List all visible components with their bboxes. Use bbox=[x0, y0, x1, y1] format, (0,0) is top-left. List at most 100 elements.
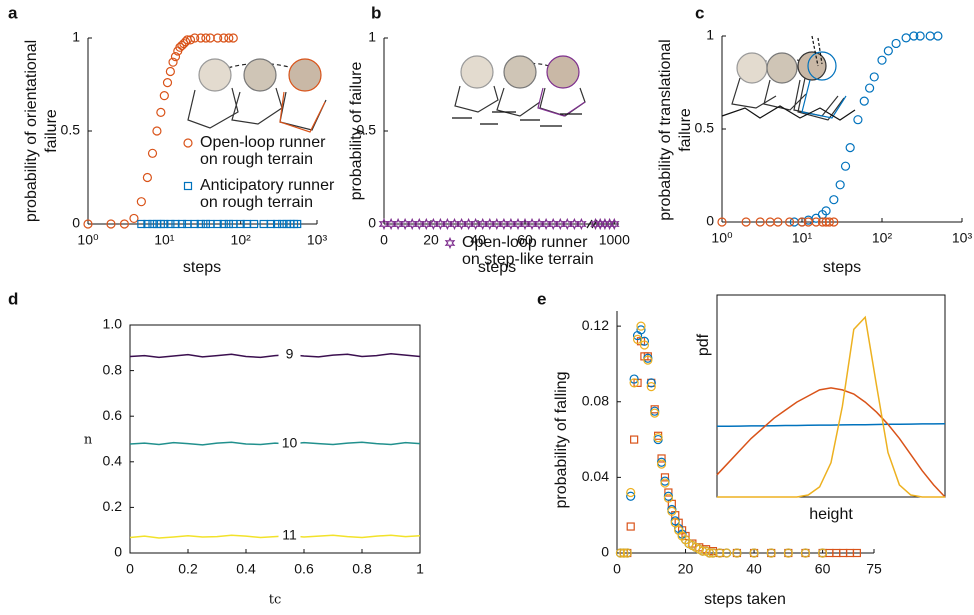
axes-frame bbox=[129, 324, 421, 554]
marker bbox=[749, 548, 759, 558]
x-axis-label: steps bbox=[823, 259, 861, 276]
marker bbox=[160, 219, 169, 229]
x-axis-label: steps taken bbox=[704, 591, 786, 608]
x-tick-label: 10¹ bbox=[792, 230, 813, 246]
marker bbox=[159, 91, 169, 101]
marker bbox=[143, 219, 152, 229]
marker bbox=[185, 35, 196, 45]
panel-label: d bbox=[8, 289, 18, 308]
marker bbox=[664, 488, 673, 497]
y-tick-label: 0.12 bbox=[582, 317, 609, 333]
marker bbox=[891, 38, 901, 49]
x-tick-label: 0.8 bbox=[352, 561, 372, 577]
y-tick-label: 0.04 bbox=[582, 468, 609, 484]
x-tick-label: 60 bbox=[815, 561, 831, 577]
marker bbox=[632, 334, 643, 344]
marker bbox=[663, 493, 674, 503]
x-tick-label: 0.6 bbox=[294, 561, 314, 577]
marker bbox=[766, 548, 776, 558]
line bbox=[717, 315, 945, 498]
marker bbox=[272, 219, 282, 229]
y-tick-label: 0.5 bbox=[695, 120, 715, 136]
marker bbox=[83, 219, 93, 229]
marker bbox=[196, 33, 206, 43]
y-tick-label: 0 bbox=[706, 213, 714, 229]
marker bbox=[650, 408, 660, 418]
marker bbox=[722, 548, 732, 558]
marker bbox=[168, 57, 178, 67]
x-tick-label: 10³ bbox=[307, 232, 328, 248]
marker bbox=[205, 33, 215, 43]
marker bbox=[755, 217, 765, 227]
marker bbox=[142, 172, 152, 183]
marker bbox=[835, 180, 845, 190]
legend-marker bbox=[444, 236, 456, 250]
panel-label: e bbox=[537, 289, 546, 308]
x-tick-label: 10² bbox=[872, 230, 893, 246]
marker bbox=[224, 33, 234, 43]
x-tick-label: 60 bbox=[517, 232, 533, 248]
axes-frame bbox=[716, 294, 946, 498]
x-tick-label: 10³ bbox=[952, 230, 973, 246]
y-tick-label: 0.2 bbox=[103, 498, 123, 514]
y-tick-label: 0 bbox=[368, 215, 376, 231]
marker bbox=[213, 219, 222, 229]
marker bbox=[196, 219, 205, 229]
legend-label: Open-loop runner on rough terrain bbox=[200, 134, 326, 168]
marker bbox=[646, 378, 656, 388]
marker bbox=[636, 321, 646, 331]
y-tick-label: 1 bbox=[72, 29, 80, 45]
marker bbox=[156, 107, 166, 118]
marker bbox=[129, 213, 139, 224]
x-axis-label: tc bbox=[269, 593, 282, 608]
marker bbox=[656, 459, 667, 469]
marker bbox=[708, 548, 718, 558]
panel: e 0 20 40 60 75 0 0.04 0.08 0.12 steps taken probab… bbox=[537, 289, 882, 608]
marker bbox=[657, 454, 666, 463]
marker bbox=[106, 219, 116, 229]
x-tick-label: 1000 bbox=[599, 232, 630, 248]
marker bbox=[852, 548, 861, 558]
y-tick-label: 1 bbox=[706, 27, 714, 43]
marker bbox=[811, 217, 821, 227]
y-tick-label: 0.8 bbox=[103, 361, 123, 377]
marker bbox=[190, 33, 200, 43]
y-tick-label: 0 bbox=[114, 544, 122, 560]
y-tick-label: 1 bbox=[368, 29, 376, 45]
marker bbox=[717, 217, 727, 227]
marker bbox=[817, 217, 828, 227]
panel-label: c bbox=[695, 3, 704, 22]
panel: a 10⁰ 10¹ 10² 10³ 0 0.5 1 steps probability of or… bbox=[8, 3, 335, 276]
x-tick-label: 0.4 bbox=[236, 561, 256, 577]
marker bbox=[201, 33, 211, 43]
marker bbox=[626, 491, 636, 501]
inset-background bbox=[717, 295, 945, 497]
contour-label-bg bbox=[278, 527, 301, 544]
legend-marker bbox=[183, 181, 193, 191]
marker bbox=[909, 31, 919, 41]
line bbox=[716, 387, 946, 498]
x-tick-label: 0 bbox=[380, 232, 388, 248]
marker bbox=[629, 378, 639, 388]
runner-illustration bbox=[187, 35, 856, 133]
panel: height pdf bbox=[695, 294, 946, 523]
marker bbox=[853, 115, 863, 125]
marker bbox=[732, 548, 742, 558]
marker bbox=[165, 66, 175, 77]
marker bbox=[901, 33, 911, 43]
legend-label: Anticipatory runner on rough terrain bbox=[200, 177, 335, 211]
x-tick-label: 40 bbox=[470, 232, 486, 248]
panel: b 0 20 40 60 1000 0 0.5 1 steps probability of fai… bbox=[348, 3, 630, 276]
marker bbox=[639, 336, 650, 346]
marker bbox=[660, 473, 670, 482]
marker bbox=[219, 219, 228, 229]
x-tick-label: 0.2 bbox=[178, 561, 198, 577]
marker bbox=[883, 46, 893, 56]
marker bbox=[626, 522, 635, 531]
marker bbox=[715, 548, 725, 558]
marker bbox=[148, 219, 157, 229]
x-tick-label: 1 bbox=[416, 561, 424, 577]
y-tick-label: 0.08 bbox=[582, 392, 609, 408]
